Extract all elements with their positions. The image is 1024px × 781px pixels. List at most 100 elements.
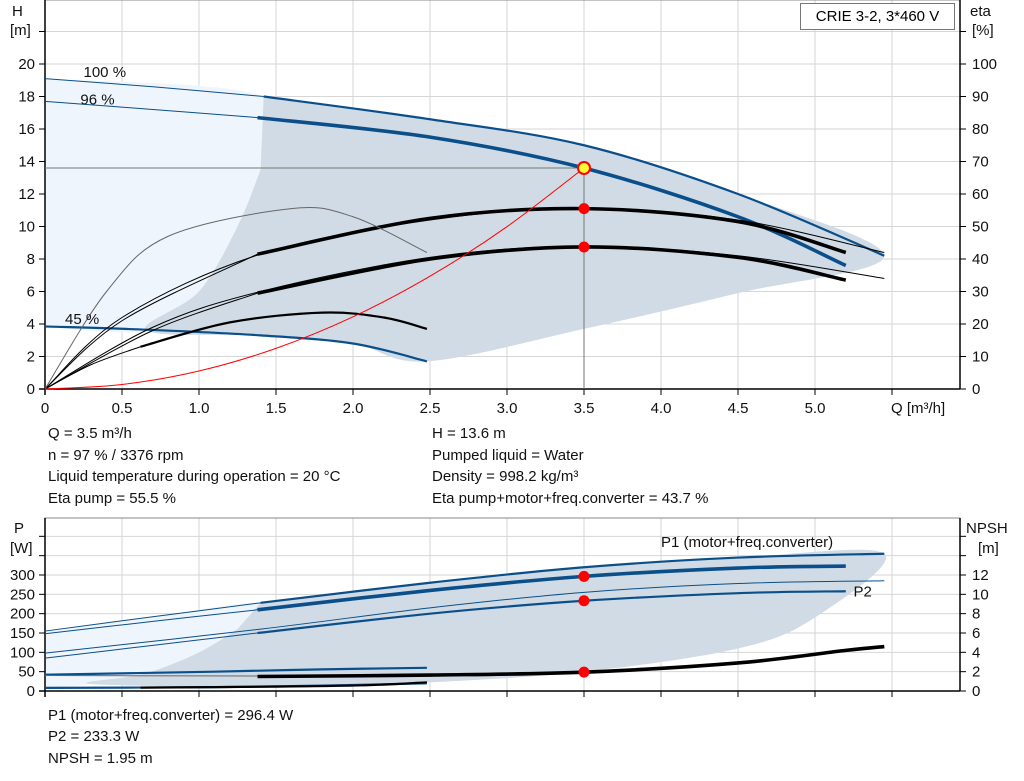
duty-marker [578,570,590,582]
head-efficiency-chart: 0 2 4 6 8 10 12 14 16 18 20 0 10 20 30 40 50 60 70 80 90 100 0… [18,0,997,417]
info-eta-pump: Eta pump = 55.5 % [48,490,176,507]
eta-axis-unit: [%] [972,22,994,39]
curve-96- [44,100,258,119]
y-tick-label: 100 [10,644,35,661]
x-tick-label: 2.5 [420,400,441,417]
info-q: Q = 3.5 m³/h [48,425,132,442]
y2-tick-label: 100 [972,56,997,73]
curve-100- [263,95,885,257]
y2-tick-label: 0 [972,381,980,398]
curve-label: P1 (motor+freq.converter) [661,534,833,551]
info-density: Density = 998.2 kg/m³ [432,468,579,485]
npsh-axis-unit: [m] [978,540,999,557]
y2-tick-label: 40 [972,251,989,268]
y-tick-label: 0 [27,381,35,398]
curve-100- [44,78,264,97]
npsh-axis-label: NPSH [966,520,1008,537]
info-h: H = 13.6 m [432,425,506,442]
curve-eta-pump-96 [257,206,847,256]
y-tick-label: 300 [10,567,35,584]
duty-marker [578,666,590,678]
curve-eta-pump-96 [44,253,258,390]
y2-tick-label: 0 [972,683,980,700]
x-tick-label: 4.0 [651,400,672,417]
curve-label: P2 [854,583,872,600]
y2-tick-label: 70 [972,154,989,171]
y-tick-label: 20 [18,56,35,73]
curve-eta-pump-45 [140,311,428,348]
x-tick-label: 0.5 [112,400,133,417]
y2-tick-label: 12 [972,567,989,584]
curve-p1-45- [44,666,427,676]
y2-tick-label: 8 [972,606,980,623]
curve-p1-100- [44,602,261,632]
info-p1: P1 (motor+freq.converter) = 296.4 W [48,707,294,724]
info-eta-total: Eta pump+motor+freq.converter = 43.7 % [432,490,709,507]
y2-tick-label: 60 [972,186,989,203]
efficiency-marker [578,241,590,253]
info-liquid: Pumped liquid = Water [432,447,584,464]
curve-p2-96- [257,590,846,635]
info-speed: n = 97 % / 3376 rpm [48,447,184,464]
curve-npsh-45- [140,681,427,689]
curve-eta-max-45 [44,206,428,390]
y-tick-label: 16 [18,121,35,138]
y-tick-label: 10 [18,219,35,236]
curve-label: 45 % [65,311,99,328]
x-tick-label: 0 [41,400,49,417]
x-tick-label: 5.0 [805,400,826,417]
info-p2: P2 = 233.3 W [48,728,140,745]
y-tick-label: 6 [27,284,35,301]
operating-region [86,549,887,687]
info-liquid-temp: Liquid temperature during operation = 20… [48,468,341,485]
y2-tick-label: 50 [972,219,989,236]
y2-tick-label: 30 [972,284,989,301]
y-tick-label: 200 [10,606,35,623]
curve-p2-96- [44,632,258,659]
y2-tick-label: 90 [972,89,989,106]
curve-p1-96- [257,564,846,612]
curve-system-curve [44,167,585,390]
curve-label: 100 % [84,64,127,81]
duty-marker [578,595,590,607]
p-axis-label: P [14,520,24,537]
eta-axis-label: eta [970,3,992,20]
y-tick-label: 4 [27,316,35,333]
y2-tick-label: 6 [972,625,980,642]
y2-tick-label: 10 [972,349,989,366]
y-tick-label: 2 [27,349,35,366]
y-tick-label: 0 [27,683,35,700]
p-axis-unit: [W] [10,540,33,557]
curve-p1-100- [260,552,885,604]
x-tick-label: 1.5 [266,400,287,417]
x-tick-label: 3.5 [574,400,595,417]
info-npsh: NPSH = 1.95 m [48,750,153,767]
y-tick-label: 12 [18,186,35,203]
extended-region [45,78,280,333]
curve-p2-100- [44,580,885,654]
operating-region [145,96,885,362]
curve-npsh-96- [257,644,885,679]
y2-tick-label: 20 [972,316,989,333]
y2-tick-label: 2 [972,664,980,681]
y2-tick-label: 4 [972,644,980,661]
y-tick-label: 50 [18,664,35,681]
operating-point [577,161,591,175]
efficiency-marker [578,203,590,215]
h-axis-unit: [m] [10,22,31,39]
y-tick-label: 250 [10,586,35,603]
curve-eta-total-96 [257,245,847,295]
x-tick-label: 2.0 [343,400,364,417]
pump-model-legend: CRIE 3-2, 3*460 V [800,3,955,30]
curve-p1-96- [44,609,258,635]
h-axis-label: H [12,3,23,20]
curve-label: 96 % [80,92,114,109]
x-tick-label: 1.0 [189,400,210,417]
y2-tick-label: 80 [972,121,989,138]
curve-eta-pump-45 [44,346,141,390]
y-tick-label: 14 [18,154,35,171]
x-tick-label: 3.0 [497,400,518,417]
y-tick-label: 150 [10,625,35,642]
y-tick-label: 8 [27,251,35,268]
